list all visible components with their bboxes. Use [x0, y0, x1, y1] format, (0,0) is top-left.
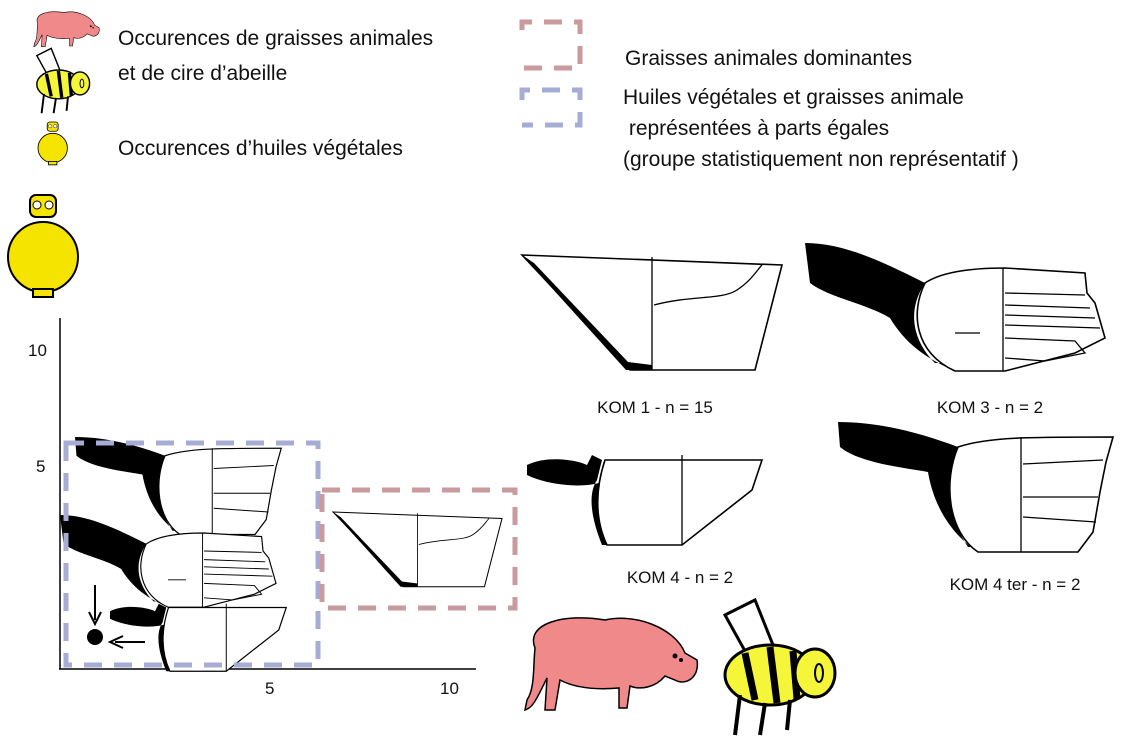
blue-group [63, 440, 321, 668]
legend-text: Occurences de graisses animales [118, 27, 433, 50]
legend-text: Huiles végétales et graisses animale [623, 86, 964, 109]
x-tick-label: 5 [265, 679, 274, 698]
blue-bracket [519, 87, 583, 128]
vessel-label: KOM 3 - n = 2 [937, 398, 1043, 417]
pink-group [319, 487, 518, 611]
legend-text: Occurences d’huiles végétales [118, 137, 403, 160]
arrows [88, 585, 145, 649]
pink-bracket [519, 19, 583, 71]
y-tick-label: 10 [28, 341, 47, 360]
pig-icon [33, 11, 100, 48]
bee-icon [35, 46, 92, 115]
vessel-label: KOM 1 - n = 15 [597, 398, 713, 417]
legend-text: et de cire d’abeille [118, 62, 287, 85]
pig [524, 617, 699, 711]
jar-icon [37, 121, 68, 166]
vessel [109, 603, 287, 672]
x-tick-label: 10 [440, 679, 459, 698]
legend-text: représentées à parts égales [623, 117, 889, 140]
vessel [837, 421, 1114, 553]
vessel [332, 511, 503, 588]
vessel-label: KOM 4 ter - n = 2 [950, 575, 1081, 594]
vessel [804, 242, 1106, 372]
bee [725, 600, 835, 735]
legend-text: (groupe statistiquement non représentati… [623, 148, 1019, 171]
vessel [74, 436, 282, 536]
y-tick-label: 5 [36, 457, 45, 476]
jar [7, 194, 79, 298]
point [87, 629, 103, 645]
legend-text: Graisses animales dominantes [625, 47, 912, 70]
vessel [526, 454, 763, 546]
vessel [521, 254, 783, 371]
vessel-label: KOM 4 - n = 2 [627, 568, 733, 587]
